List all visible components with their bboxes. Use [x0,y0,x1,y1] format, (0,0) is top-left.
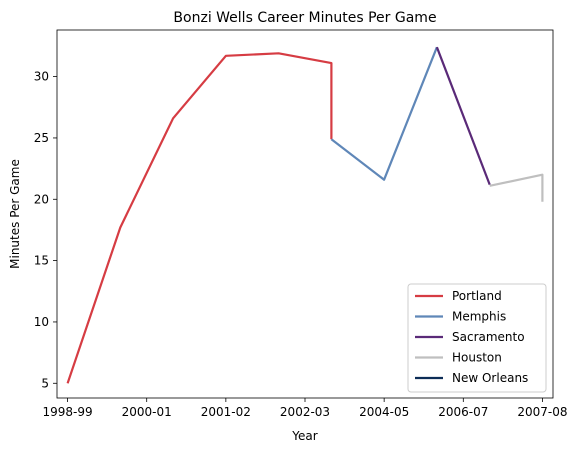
series-line-1 [330,46,438,181]
legend-label: Portland [452,289,502,303]
y-axis-label: Minutes Per Game [8,159,22,269]
legend-frame [407,283,547,393]
x-tick-label: 1998-99 [42,405,92,419]
plot-lines [66,46,544,384]
x-tick-label: 2002-03 [280,405,330,419]
legend-label: Memphis [452,310,506,324]
y-tick-label: 30 [34,70,49,84]
x-axis-label: Year [291,429,317,443]
legend-label: New Orleans [452,371,528,385]
x-tick-label: 2007-08 [517,405,567,419]
chart-title: Bonzi Wells Career Minutes Per Game [173,10,436,26]
series-line-0 [66,52,333,384]
series-line-2 [435,46,491,185]
x-axis: 1998-99 2000-01 2001-02 2002-03 2004-05 2006-… [42,398,568,419]
y-axis: 5 10 15 20 25 30 [34,70,57,390]
x-tick-label: 2001-02 [201,405,251,419]
x-tick-label: 2000-01 [122,405,172,419]
y-tick-label: 10 [34,315,49,329]
y-tick-label: 15 [34,254,49,268]
y-tick-label: 5 [41,376,49,390]
legend-label: Houston [452,351,502,365]
series-line-3 [489,173,544,202]
y-tick-label: 20 [34,192,49,206]
y-tick-label: 25 [34,131,49,145]
legend: Portland Memphis Sacramento Houston New Orle… [407,283,547,393]
x-tick-label: 2004-05 [359,405,409,419]
x-tick-label: 2006-07 [438,405,488,419]
legend-label: Sacramento [452,330,525,344]
